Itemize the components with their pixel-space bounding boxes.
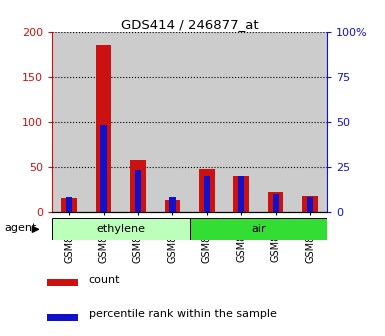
Text: agent: agent bbox=[4, 223, 37, 233]
Bar bbox=[199, 169, 214, 212]
Bar bbox=[189, 218, 327, 240]
Bar bbox=[121, 32, 155, 212]
Bar bbox=[293, 32, 327, 212]
Text: ethylene: ethylene bbox=[96, 224, 145, 234]
Bar bbox=[130, 161, 146, 212]
Bar bbox=[62, 198, 77, 212]
Bar bbox=[52, 32, 86, 212]
Title: GDS414 / 246877_at: GDS414 / 246877_at bbox=[121, 18, 258, 31]
Bar bbox=[233, 176, 249, 212]
Text: percentile rank within the sample: percentile rank within the sample bbox=[89, 309, 276, 320]
Bar bbox=[135, 170, 141, 212]
Bar bbox=[66, 197, 72, 212]
Bar bbox=[155, 32, 190, 212]
Text: count: count bbox=[89, 275, 120, 285]
Bar bbox=[100, 125, 107, 212]
Bar bbox=[189, 32, 224, 212]
Bar bbox=[224, 32, 258, 212]
Bar bbox=[86, 32, 121, 212]
Text: air: air bbox=[251, 224, 266, 234]
Bar bbox=[96, 45, 111, 212]
Bar bbox=[47, 314, 78, 321]
Bar bbox=[268, 192, 283, 212]
Bar bbox=[307, 197, 313, 212]
Bar bbox=[52, 218, 189, 240]
Bar bbox=[258, 32, 293, 212]
Bar bbox=[273, 194, 279, 212]
Bar bbox=[47, 279, 78, 286]
Bar bbox=[169, 197, 176, 212]
Bar bbox=[238, 176, 244, 212]
Bar bbox=[302, 197, 318, 212]
Bar bbox=[165, 200, 180, 212]
Bar bbox=[204, 176, 210, 212]
